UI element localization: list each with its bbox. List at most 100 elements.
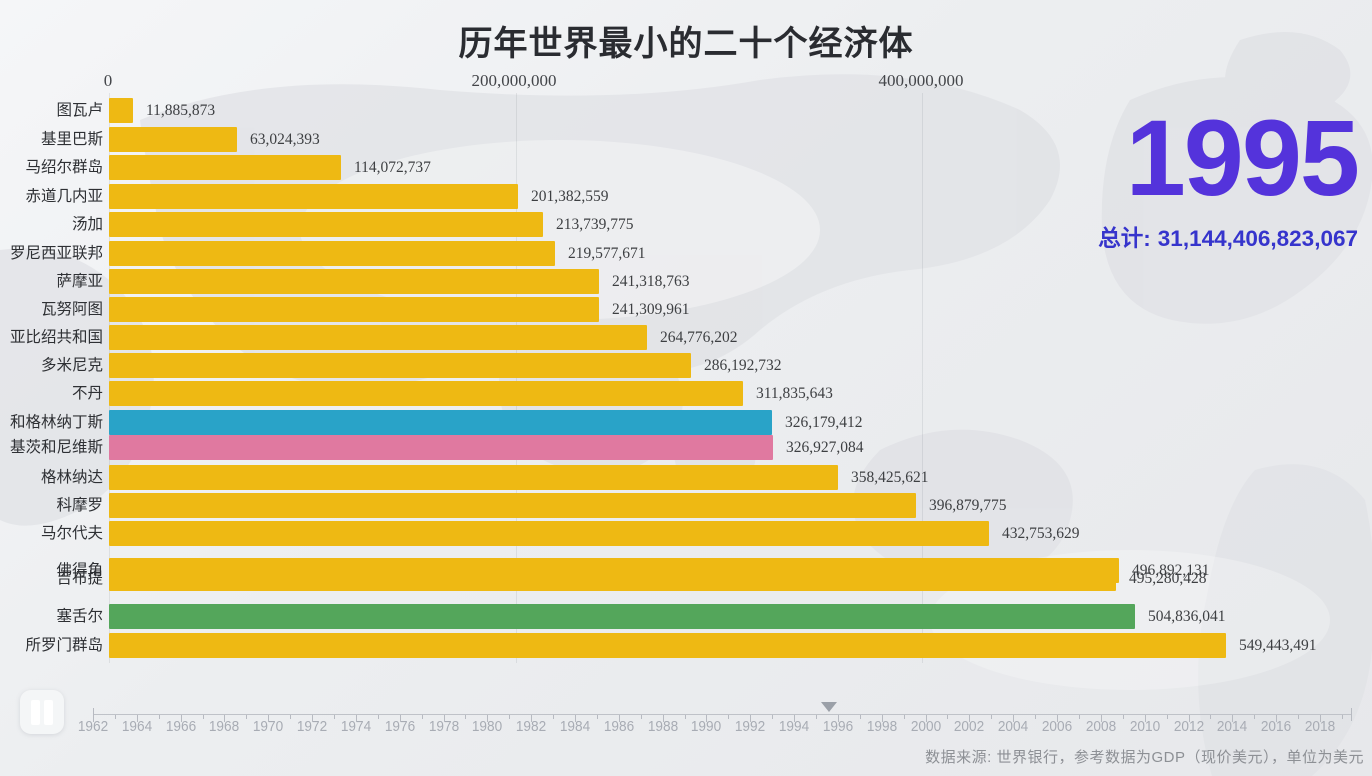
bar-row: 吉布提 495,280,428 xyxy=(0,566,1372,591)
timeline-tick xyxy=(1254,715,1256,719)
bar-value-label: 396,879,775 xyxy=(929,497,1007,514)
timeline-year-label: 2004 xyxy=(998,719,1029,735)
timeline-tick xyxy=(1166,715,1168,719)
timeline-tick xyxy=(487,715,489,722)
bar-row: 萨摩亚 241,318,763 xyxy=(0,269,1372,294)
timeline-tick xyxy=(465,715,467,719)
bar-value-label: 495,280,428 xyxy=(1129,570,1207,587)
bar-row: 不丹 311,835,643 xyxy=(0,381,1372,406)
timeline-endcap xyxy=(93,708,94,721)
timeline-tick xyxy=(816,715,818,719)
timeline-tick xyxy=(421,715,423,719)
timeline-year-label: 2006 xyxy=(1041,719,1073,735)
timeline-axis[interactable] xyxy=(93,714,1351,715)
bar-value-label: 241,318,763 xyxy=(612,273,690,290)
bar-row: 塞舌尔 504,836,041 xyxy=(0,604,1372,629)
timeline-tick xyxy=(1013,715,1015,722)
bar-country-label: 格林纳达 xyxy=(40,469,103,486)
bar-row: 罗尼西亚联邦 219,577,671 xyxy=(0,241,1372,266)
timeline-tick xyxy=(443,715,445,722)
bar-value-label: 549,443,491 xyxy=(1239,637,1317,654)
x-axis-tick-0: 0 xyxy=(103,71,113,90)
bar-row: 马绍尔群岛 114,072,737 xyxy=(0,155,1372,180)
timeline-marker-icon[interactable] xyxy=(821,702,838,712)
timeline-tick xyxy=(1188,715,1190,722)
timeline-year-label: 1964 xyxy=(121,719,152,735)
timeline-tick xyxy=(1341,715,1343,719)
timeline-tick xyxy=(969,715,971,722)
bar xyxy=(109,521,989,546)
bar-value-label: 326,927,084 xyxy=(786,439,864,456)
total-label: 总计: xyxy=(1098,226,1151,251)
timeline-tick xyxy=(903,715,905,719)
bar xyxy=(109,98,133,123)
x-axis-tick-400m: 400,000,000 xyxy=(878,71,964,90)
timeline-year-label: 2012 xyxy=(1173,719,1204,735)
bar-value-label: 286,192,732 xyxy=(704,357,782,374)
bar-country-label: 马绍尔群岛 xyxy=(25,159,103,176)
timeline-year-label: 1970 xyxy=(253,719,284,735)
timeline-tick xyxy=(509,715,511,719)
bar-country-label: 吉布提 xyxy=(56,570,103,587)
timeline-year-label: 2008 xyxy=(1085,719,1117,735)
timeline-tick xyxy=(837,715,839,722)
timeline-tick xyxy=(1210,715,1212,719)
timeline-year-label: 1994 xyxy=(778,719,810,735)
timeline-tick xyxy=(158,715,160,719)
bar-country-label: 和格林纳丁斯 xyxy=(9,414,103,431)
timeline-year-label: 1982 xyxy=(516,719,547,735)
timeline-tick xyxy=(355,715,357,722)
bar-row: 马尔代夫 432,753,629 xyxy=(0,521,1372,546)
bar-row: 瓦努阿图 241,309,961 xyxy=(0,297,1372,322)
timeline-year-label: 2014 xyxy=(1217,719,1248,735)
timeline-tick xyxy=(553,715,555,719)
bar-row: 亚比绍共和国 264,776,202 xyxy=(0,325,1372,350)
bar-country-label: 瓦努阿图 xyxy=(40,301,103,318)
timeline-year-label: 1988 xyxy=(647,719,678,735)
bar-value-label: 201,382,559 xyxy=(531,188,609,205)
timeline-year-label: 2016 xyxy=(1260,719,1292,735)
bar xyxy=(109,493,916,518)
timeline-year-label: 1980 xyxy=(472,719,503,735)
pause-icon xyxy=(31,700,40,725)
timeline-tick xyxy=(925,715,927,722)
bar-value-label: 63,024,393 xyxy=(250,131,320,148)
bar-country-label: 所罗门群岛 xyxy=(25,637,103,654)
timeline-year-label: 1990 xyxy=(691,719,722,735)
timeline-tick xyxy=(1276,715,1278,722)
bar-row: 基茨和尼维斯 326,927,084 xyxy=(0,435,1372,460)
bar-country-label: 汤加 xyxy=(71,216,103,233)
bar-country-label: 塞舌尔 xyxy=(56,608,103,625)
timeline-endcap xyxy=(1350,708,1352,721)
timeline-tick xyxy=(531,715,533,722)
bar-value-label: 432,753,629 xyxy=(1002,525,1080,542)
timeline-year-label: 1986 xyxy=(603,719,634,735)
timeline-year-label: 1968 xyxy=(209,719,240,735)
bar-value-label: 11,885,873 xyxy=(146,102,216,119)
bar xyxy=(109,241,555,266)
bar xyxy=(109,604,1135,629)
timeline-tick xyxy=(114,715,116,719)
timeline-tick xyxy=(1232,715,1234,722)
timeline-tick xyxy=(290,715,292,719)
timeline-tick xyxy=(772,715,774,719)
timeline-tick xyxy=(312,715,314,722)
timeline-tick xyxy=(859,715,861,719)
bar-country-label: 科摩罗 xyxy=(56,497,103,514)
bar-row: 汤加 213,739,775 xyxy=(0,212,1372,237)
timeline-year-label: 1996 xyxy=(822,719,854,735)
timeline-tick xyxy=(180,715,182,722)
timeline-tick xyxy=(268,715,270,722)
bar xyxy=(109,212,543,237)
bar-country-label: 赤道几内亚 xyxy=(25,188,103,205)
bar-value-label: 504,836,041 xyxy=(1148,608,1226,625)
timeline-year-label: 1992 xyxy=(735,719,766,735)
pause-button[interactable] xyxy=(20,690,64,734)
timeline-tick xyxy=(947,715,949,719)
bar-value-label: 311,835,643 xyxy=(756,385,833,402)
gridline xyxy=(922,93,923,663)
bar xyxy=(109,435,773,460)
pause-icon xyxy=(44,700,53,725)
bar-row: 图瓦卢 11,885,873 xyxy=(0,98,1372,123)
bar-country-label: 基里巴斯 xyxy=(40,131,103,148)
